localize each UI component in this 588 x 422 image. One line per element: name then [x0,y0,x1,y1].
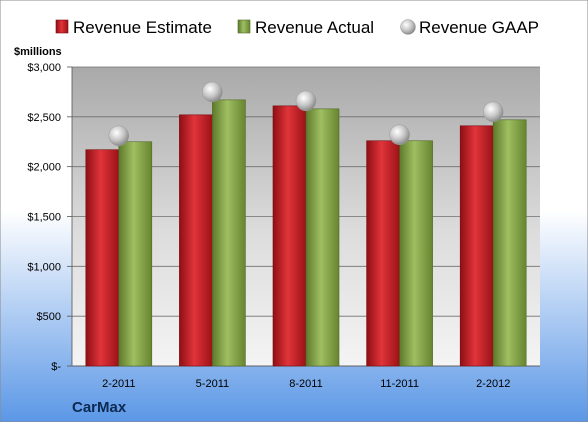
y-axis-ticks: $- $500 $1,000 $1,500 $2,000 $2,500 $3,000 [27,62,540,373]
legend-label: Revenue GAAP [419,18,539,37]
company-name: CarMax [72,399,127,416]
legend-label: Revenue Estimate [73,18,212,37]
bar-revenue-estimate [366,140,400,367]
bar-revenue-estimate [85,149,120,367]
bar-revenue-actual [118,141,153,367]
bars [85,81,527,367]
y-tick-label: $500 [37,311,61,323]
marker-revenue-gaap [295,90,317,112]
y-tick-label: $3,000 [27,62,61,74]
bar-revenue-actual [305,108,340,367]
legend-swatch-revenue-actual [237,19,251,34]
bar-revenue-actual [399,140,433,367]
y-tick-label: $1,500 [27,212,61,224]
y-tick-label: $- [51,361,61,373]
y-axis-label: $millions [14,46,62,58]
legend-label: Revenue Actual [255,18,374,37]
x-tick-label: 11-2011 [380,378,419,390]
bar-revenue-actual [492,119,527,367]
y-tick-label: $2,500 [27,112,61,124]
x-tick-label: 5-2011 [196,378,229,390]
bar-revenue-estimate [179,114,213,367]
marker-revenue-gaap [202,81,223,103]
legend-swatch-revenue-estimate [55,19,69,34]
marker-revenue-gaap [389,124,410,146]
x-tick-label: 8-2011 [289,378,322,390]
bar-revenue-actual [212,99,246,367]
legend: Revenue Estimate Revenue Actual Revenue GA… [55,18,539,37]
y-tick-label: $2,000 [27,162,61,174]
marker-revenue-gaap [482,101,504,123]
x-tick-label: 2-2012 [476,378,510,390]
x-tick-label: 2-2011 [102,378,135,390]
bar-revenue-estimate [272,105,307,367]
x-axis-ticks: 2-2011 5-2011 8-2011 11-2011 2-2012 [102,378,510,390]
bar-revenue-estimate [459,125,494,367]
legend-swatch-revenue-gaap [400,19,416,35]
marker-revenue-gaap [108,125,130,147]
y-tick-label: $1,000 [27,261,61,273]
